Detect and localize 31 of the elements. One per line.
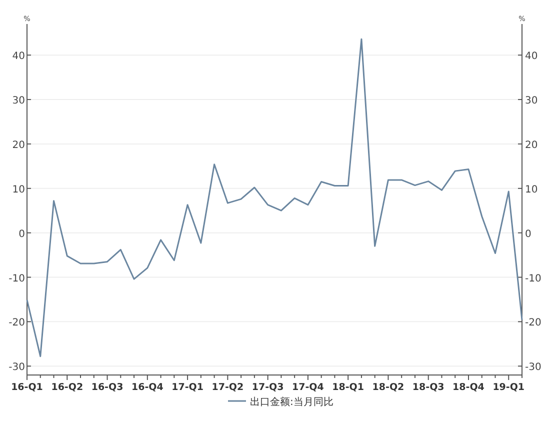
- y2-tick-label: 0: [525, 228, 532, 240]
- y-tick-label: -20: [8, 318, 25, 329]
- y-tick-label: 30: [12, 96, 25, 107]
- legend-label: 出口金额:当月同比: [250, 396, 334, 408]
- y-tick-label: 40: [12, 51, 25, 62]
- y2-tick-label: 10: [525, 184, 538, 196]
- x-tick-label: 16-Q2: [51, 382, 84, 393]
- x-tick-label: 17-Q3: [252, 382, 284, 393]
- line-series: [26, 38, 523, 358]
- x-tick-label: 17-Q4: [292, 382, 324, 393]
- y-tick-label: -30: [8, 362, 25, 374]
- x-tick-label: 18-Q2: [372, 382, 404, 393]
- y2-tick-label: -30: [525, 362, 542, 374]
- x-tick-label: 18-Q3: [412, 382, 444, 393]
- y2-tick-label: 20: [525, 140, 538, 151]
- y-tick-label: 10: [12, 184, 25, 196]
- y2-tick-label: 30: [525, 96, 538, 107]
- x-tick-label: 16-Q3: [91, 382, 124, 393]
- x-tick-label: 18-Q1: [332, 382, 364, 393]
- y-tick-label: 20: [12, 140, 25, 151]
- x-tick-label: 17-Q1: [172, 382, 204, 393]
- y-tick-label: 0: [18, 228, 25, 240]
- y2-tick-label: -20: [525, 318, 542, 329]
- y2-tick-label: -10: [525, 273, 542, 284]
- x-tick-label: 16-Q1: [11, 382, 43, 393]
- x-tick-label: 16-Q4: [131, 382, 164, 393]
- x-tick-label: 17-Q2: [212, 382, 244, 393]
- y2-tick-label: 40: [525, 51, 538, 62]
- x-tick-label: 19-Q1: [492, 382, 525, 393]
- y-tick-label: -10: [8, 273, 25, 284]
- x-tick-label: 18-Q4: [452, 382, 485, 393]
